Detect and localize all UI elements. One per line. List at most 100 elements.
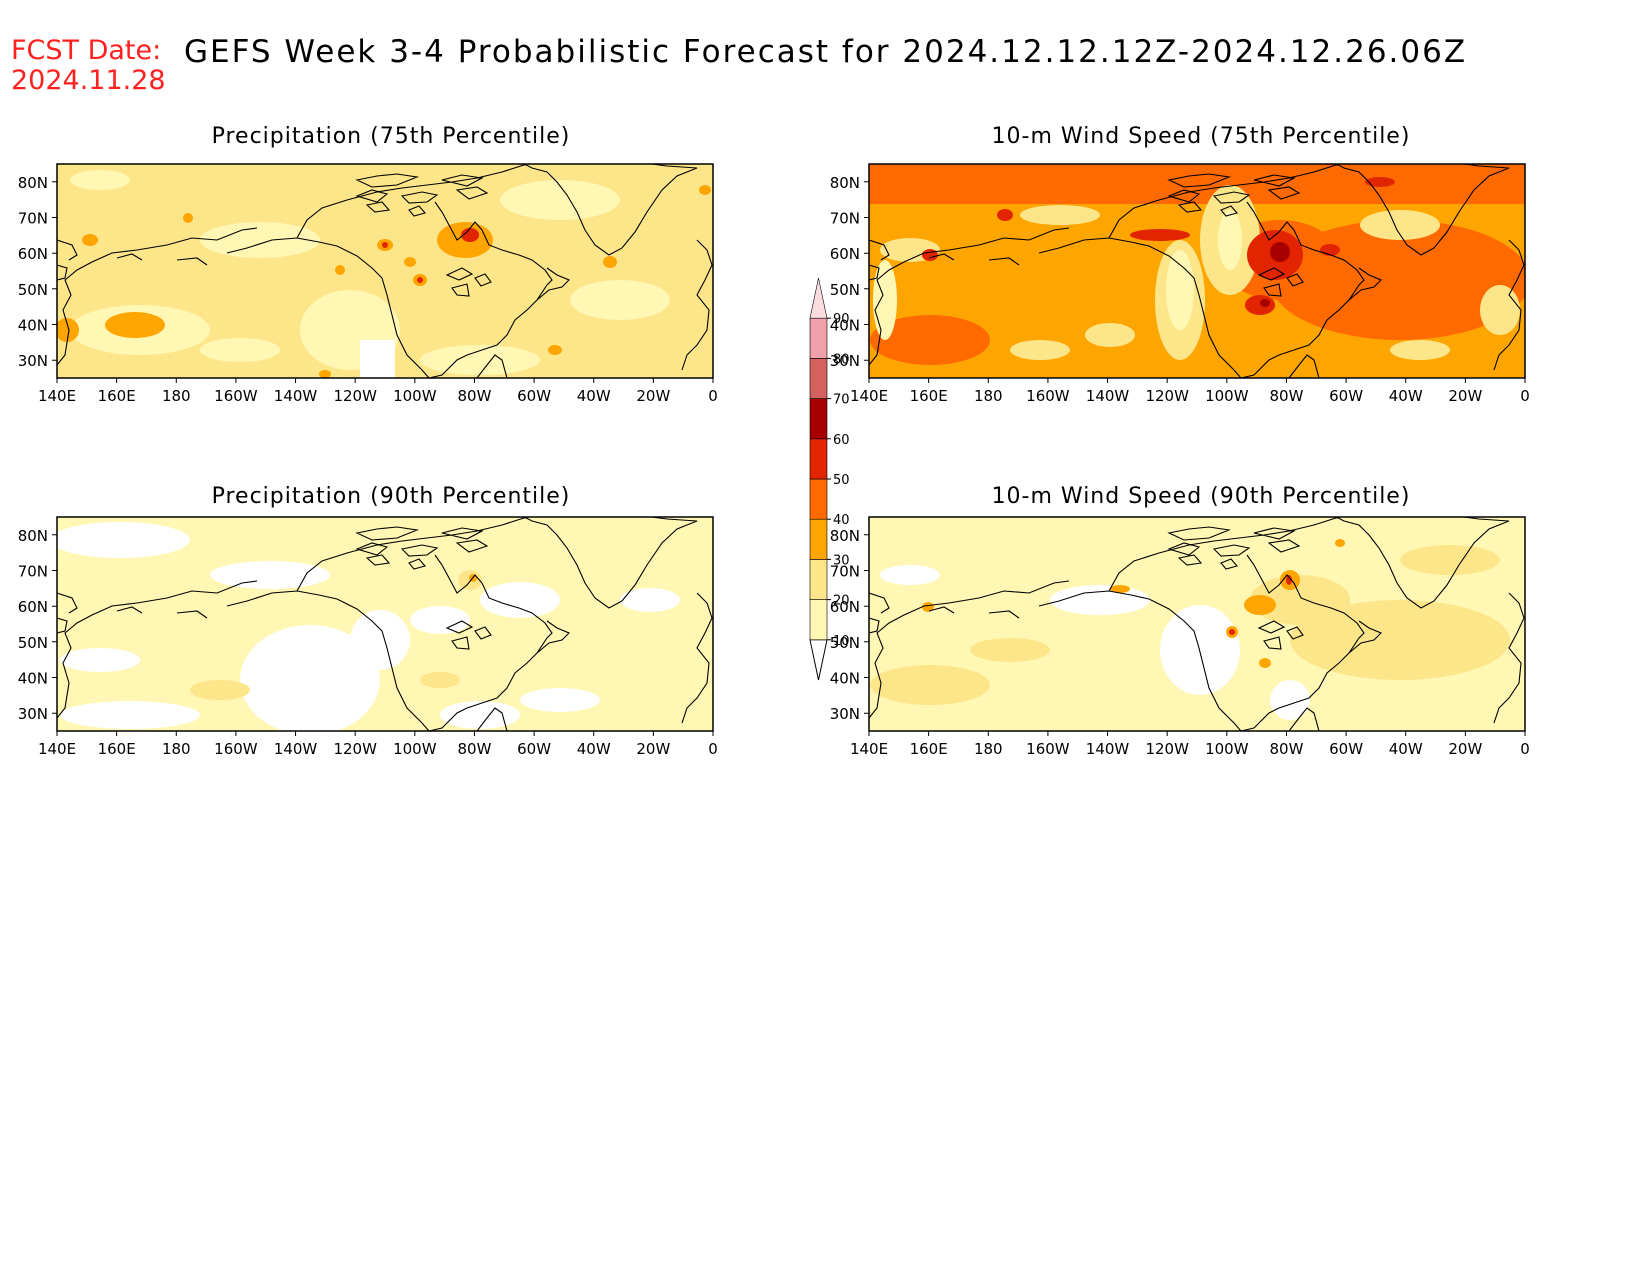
colorbar-box bbox=[809, 518, 828, 560]
lon-tick-label: 60W bbox=[517, 387, 551, 405]
colorbar-tick-label: 10 bbox=[833, 634, 850, 649]
panel-title-precip-90: Precipitation (90th Percentile) bbox=[211, 484, 571, 509]
map-frame-precip-75 bbox=[56, 163, 714, 379]
colorbar-box bbox=[809, 559, 828, 600]
lon-tick-label: 60W bbox=[517, 740, 551, 758]
lon-tick-label: 140E bbox=[850, 740, 888, 758]
colorbar-box bbox=[809, 478, 828, 520]
precip-90-yellow-areas bbox=[190, 570, 482, 700]
lon-tick-label: 20W bbox=[1448, 387, 1482, 405]
lat-tick-label: 60N bbox=[830, 598, 860, 616]
lon-tick-label: 20W bbox=[636, 740, 670, 758]
lat-tick-label: 30N bbox=[18, 352, 48, 370]
lon-tick-label: 140W bbox=[1086, 387, 1130, 405]
wind-90-yellow-areas bbox=[870, 545, 1510, 705]
lat-tick-label: 80N bbox=[18, 527, 48, 545]
lon-tick-label: 120W bbox=[333, 387, 377, 405]
lat-tick-label: 60N bbox=[830, 245, 860, 263]
lon-tick-label: 0 bbox=[708, 387, 718, 405]
colorbar-tick-label: 30 bbox=[833, 553, 850, 568]
map-panel-precip-90 bbox=[57, 517, 713, 731]
map-frame-wind-75 bbox=[868, 163, 1526, 379]
lon-tick-label: 40W bbox=[1389, 740, 1423, 758]
lat-tick-label: 40N bbox=[830, 317, 860, 335]
lon-tick-label: 40W bbox=[1389, 387, 1423, 405]
lon-tick-label: 140E bbox=[38, 740, 76, 758]
lon-tick-label: 120W bbox=[1145, 387, 1189, 405]
lon-tick-label: 140E bbox=[850, 387, 888, 405]
lat-tick-label: 30N bbox=[830, 705, 860, 723]
lon-tick-label: 60W bbox=[1329, 387, 1363, 405]
lat-tick-label: 70N bbox=[18, 563, 48, 581]
colorbar-under-triangle bbox=[809, 639, 828, 681]
lat-tick-label: 40N bbox=[18, 670, 48, 688]
colorbar-boxes bbox=[809, 277, 828, 681]
lon-tick-label: 40W bbox=[577, 740, 611, 758]
axis-labels: 140E 160E 180 160W 140W 120W 100W 80W 60W 40W 20W 0… bbox=[18, 174, 1530, 758]
lon-tick-label: 100W bbox=[1205, 740, 1249, 758]
lon-tick-label: 0 bbox=[1520, 387, 1530, 405]
colorbar-box bbox=[809, 599, 828, 641]
colorbar-tick-label: 80 bbox=[833, 352, 850, 367]
lat-tick-label: 50N bbox=[18, 281, 48, 299]
lon-tick-label: 160E bbox=[910, 740, 948, 758]
lon-tick-label: 40W bbox=[577, 387, 611, 405]
lat-tick-label: 70N bbox=[830, 210, 860, 228]
lon-tick-label: 0 bbox=[708, 740, 718, 758]
lon-tick-label: 80W bbox=[457, 387, 491, 405]
lat-tick-label: 50N bbox=[830, 634, 860, 652]
wind-75-maroon-areas bbox=[1260, 242, 1290, 307]
map-frame-precip-90 bbox=[56, 516, 714, 732]
lon-tick-label: 160W bbox=[214, 740, 258, 758]
panel-title-wind-90: 10-m Wind Speed (90th Percentile) bbox=[991, 484, 1411, 509]
lon-tick-label: 180 bbox=[162, 740, 191, 758]
lon-tick-label: 100W bbox=[393, 740, 437, 758]
precip-75-red-areas bbox=[382, 228, 479, 283]
lon-tick-label: 20W bbox=[636, 387, 670, 405]
lon-tick-label: 100W bbox=[1205, 387, 1249, 405]
colorbar-box bbox=[809, 438, 828, 480]
map-panel-precip-75 bbox=[57, 164, 713, 378]
lon-tick-label: 0 bbox=[1520, 740, 1530, 758]
lon-tick-label: 180 bbox=[974, 387, 1003, 405]
lat-tick-label: 30N bbox=[830, 352, 860, 370]
lat-tick-label: 60N bbox=[18, 245, 48, 263]
lon-tick-label: 120W bbox=[333, 740, 377, 758]
lat-tick-label: 30N bbox=[18, 705, 48, 723]
lon-tick-label: 20W bbox=[1448, 740, 1482, 758]
wind-90-red-areas bbox=[1229, 575, 1292, 635]
colorbar-box bbox=[809, 398, 828, 440]
lat-tick-label: 70N bbox=[830, 563, 860, 581]
colorbar-tick-label: 70 bbox=[833, 393, 850, 408]
lon-tick-label: 160E bbox=[98, 387, 136, 405]
lon-tick-label: 140W bbox=[274, 387, 318, 405]
lon-tick-label: 140E bbox=[38, 387, 76, 405]
lon-tick-label: 160W bbox=[1026, 387, 1070, 405]
lat-tick-label: 40N bbox=[830, 670, 860, 688]
lon-tick-label: 160E bbox=[98, 740, 136, 758]
lon-tick-label: 80W bbox=[1269, 740, 1303, 758]
wind-75-light-areas bbox=[880, 185, 1520, 360]
lat-tick-label: 40N bbox=[18, 317, 48, 335]
lon-tick-label: 80W bbox=[1269, 387, 1303, 405]
colorbar-tick-label: 20 bbox=[833, 594, 850, 609]
colorbar: 10 20 30 40 50 60 70 80 90 bbox=[809, 277, 850, 681]
lat-tick-label: 80N bbox=[830, 174, 860, 192]
colorbar-over-triangle bbox=[809, 277, 828, 319]
lon-tick-label: 80W bbox=[457, 740, 491, 758]
colorbar-box bbox=[809, 358, 828, 399]
lon-tick-label: 60W bbox=[1329, 740, 1363, 758]
lon-tick-label: 100W bbox=[393, 387, 437, 405]
lon-tick-label: 160W bbox=[214, 387, 258, 405]
lon-tick-label: 180 bbox=[974, 740, 1003, 758]
lat-tick-label: 80N bbox=[18, 174, 48, 192]
lat-tick-label: 50N bbox=[18, 634, 48, 652]
lon-tick-label: 120W bbox=[1145, 740, 1189, 758]
lat-tick-label: 60N bbox=[18, 598, 48, 616]
precip-90-white-areas bbox=[57, 522, 680, 731]
lat-tick-label: 70N bbox=[18, 210, 48, 228]
lat-tick-label: 80N bbox=[830, 527, 860, 545]
wind-75-pale-areas bbox=[873, 210, 1242, 340]
precip-75-white-area bbox=[360, 340, 395, 378]
